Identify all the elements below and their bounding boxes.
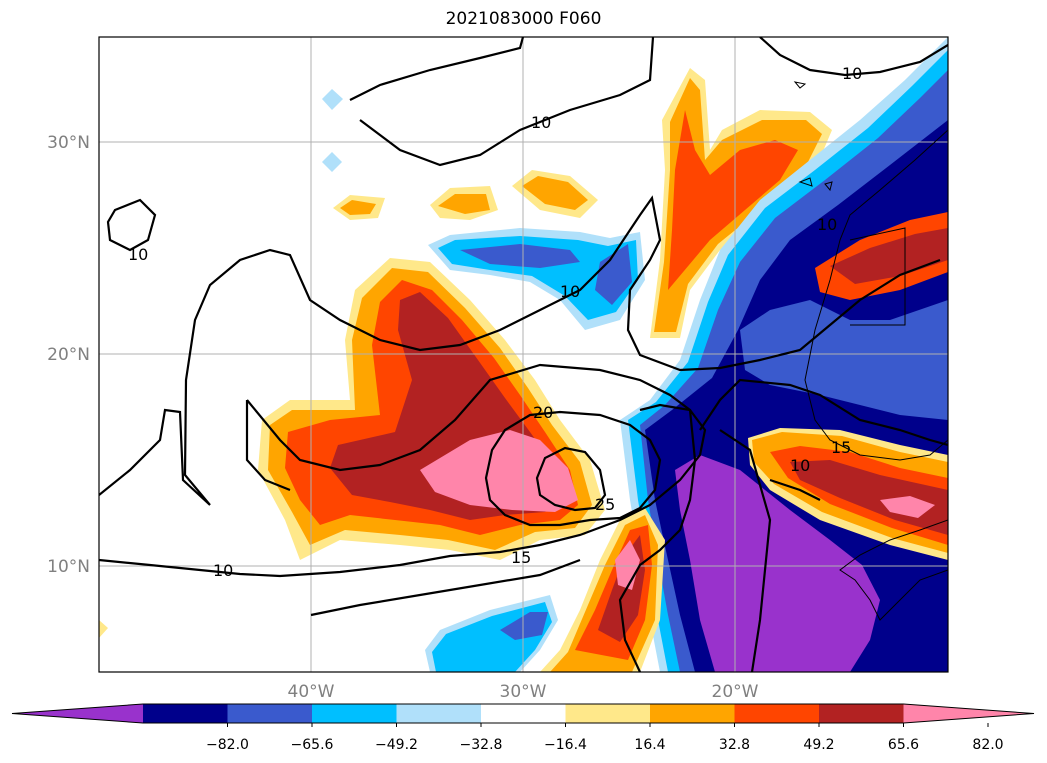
colorbar-tick-label: −65.6: [291, 737, 334, 753]
contour-line-10-small: [106, 198, 157, 252]
colorbar-tick-label: 65.6: [888, 737, 919, 753]
contour-label-10-f: 10: [213, 561, 233, 580]
map-plot-area: 10 10 10 10 10 10 20 25 15 15 10: [98, 36, 949, 673]
colorbar: −82.0 −65.6 −49.2 −32.8 −16.4 16.4 32.8 49.2 65.…: [11, 703, 1035, 753]
contour-line-20: [484, 410, 662, 527]
colorbar-tick-label: 49.2: [803, 737, 834, 753]
contour-fill-yellow-island-5: [99, 620, 108, 638]
contour-fill-darkred-ne: [830, 228, 948, 284]
contour-label-10-g: 10: [790, 456, 810, 475]
contour-fill-pink-africa: [880, 496, 935, 518]
contour-label-15-a: 15: [511, 548, 531, 567]
border-ne: [849, 227, 906, 326]
colorbar-segment: [481, 704, 566, 723]
contour-line-25: [535, 446, 607, 512]
colorbar-tick-label: −32.8: [460, 737, 503, 753]
longitude-labels: 40°W 30°W 20°W: [288, 682, 759, 702]
contour-label-10-d: 10: [560, 282, 580, 301]
colorbar-segment: [227, 704, 313, 723]
contour-line-10-ne: [759, 37, 948, 77]
colorbar-extend-min: [12, 704, 143, 723]
colorbar-segment: [143, 704, 228, 723]
contour-label-20: 20: [533, 403, 553, 422]
colorbar-segment: [565, 704, 651, 723]
contour-label-group: 10 10 10 10 10 10 20 25 15 15 10: [128, 64, 862, 580]
colorbar-segment: [734, 704, 820, 723]
contour-label-10-e: 10: [817, 215, 837, 234]
coastline-africa-south: [839, 519, 948, 621]
contour-label-10-a: 10: [842, 64, 862, 83]
contour-line-10-south: [99, 403, 707, 578]
colorbar-tick-label: −49.2: [375, 737, 418, 753]
coastline-islands: [793, 81, 833, 192]
contour-line-15: [245, 363, 697, 672]
lon-label-20w: 20°W: [712, 682, 759, 702]
colorbar-tick-label: −16.4: [544, 737, 587, 753]
contour-fill-red-north: [668, 110, 798, 290]
colorbar-segment: [312, 704, 397, 723]
contour-label-10-b: 10: [531, 113, 551, 132]
contour-line-10-north: [349, 37, 655, 167]
colorbar-tick-label: 32.8: [719, 737, 750, 753]
contour-line-10-sw: [310, 558, 581, 617]
colorbar-outline: [11, 703, 1035, 724]
contour-fill-orange-island-2: [522, 176, 588, 210]
lat-label-20n: 20°N: [47, 345, 90, 365]
colorbar-segment: [650, 704, 735, 723]
colorbar-tick-label: 82.0: [972, 737, 1003, 753]
contour-fill-darkred-africa: [790, 460, 948, 535]
lon-label-40w: 40°W: [288, 682, 335, 702]
coastline-africa: [804, 129, 948, 461]
latitude-labels: 30°N 20°N 10°N: [47, 133, 90, 577]
colorbar-segment: [396, 704, 482, 723]
coastlines: [793, 81, 948, 621]
contour-line-15-east: [699, 378, 948, 447]
contour-fill-blue-band: [460, 244, 632, 305]
lon-label-30w: 30°W: [500, 682, 547, 702]
contour-line-east-trough: [719, 429, 821, 672]
contour-fill-blue-sw: [500, 612, 548, 640]
colorbar-tick-label: −82.0: [206, 737, 249, 753]
contour-label-15-b: 15: [831, 438, 851, 457]
contour-fill-lightblue-dot-1: [322, 89, 343, 110]
contour-fill-lightblue-dot-2: [322, 152, 342, 172]
map-frame: [98, 36, 949, 673]
contour-fill-purple-east: [675, 455, 880, 672]
contour-line-10-main: [99, 195, 941, 506]
contour-fill-orange-island-1: [438, 194, 490, 214]
contour-fill-orange-island-3: [340, 200, 376, 215]
map-title: 2021083000 F060: [445, 9, 602, 29]
contour-label-10-c: 10: [128, 245, 148, 264]
lat-label-10n: 10°N: [47, 557, 90, 577]
lat-label-30n: 30°N: [47, 133, 90, 153]
contour-lines: [99, 37, 948, 672]
colorbar-extend-max: [903, 704, 1034, 723]
colorbar-segment: [819, 704, 904, 723]
contour-label-25: 25: [595, 495, 615, 514]
contour-fill-blue-east-inner: [740, 300, 948, 420]
colorbar-tick-label: 16.4: [634, 737, 665, 753]
gridlines: [99, 37, 948, 672]
